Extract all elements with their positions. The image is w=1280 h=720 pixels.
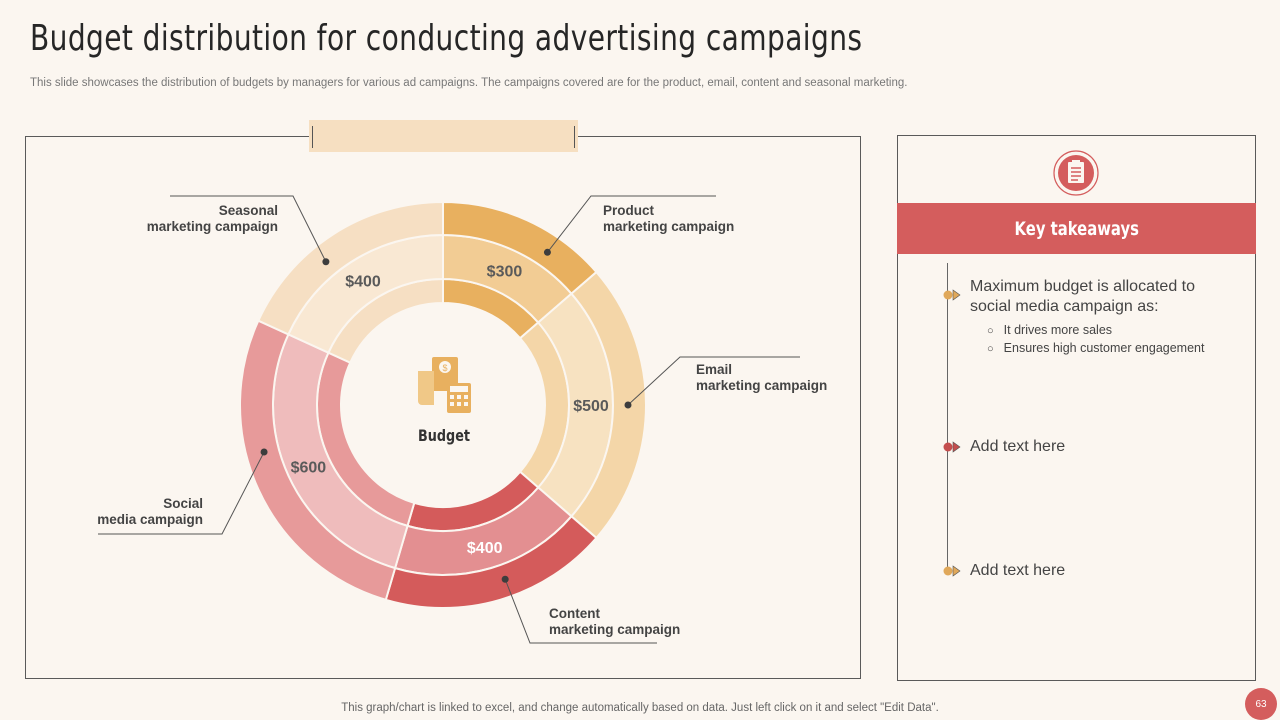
takeaway-bullet-list: It drives more sales Ensures high custom… bbox=[987, 322, 1205, 358]
value-label: $400 bbox=[345, 273, 381, 290]
value-label: $500 bbox=[573, 398, 609, 415]
donut-center-label: Budget bbox=[418, 426, 470, 445]
key-takeaways-header: Key takeaways bbox=[897, 203, 1256, 254]
takeaway-point-3: Add text here bbox=[970, 562, 1066, 579]
takeaway-point-1: Maximum budget is allocated to social me… bbox=[970, 278, 1195, 315]
donut-segment-outer[interactable] bbox=[257, 200, 444, 336]
svg-text:$: $ bbox=[442, 363, 447, 373]
category-label-content: Content marketing campaign bbox=[549, 606, 681, 637]
timeline-dot bbox=[943, 566, 953, 576]
leader-line bbox=[504, 579, 657, 644]
value-label: $600 bbox=[291, 459, 327, 476]
value-label: $400 bbox=[467, 540, 503, 557]
page-number-badge: 63 bbox=[1245, 688, 1277, 720]
budget-calculator-icon: $ bbox=[418, 357, 471, 413]
timeline-arrow bbox=[952, 289, 961, 301]
timeline-dot bbox=[943, 290, 953, 300]
takeaway-bullet: Ensures high customer engagement bbox=[987, 340, 1205, 358]
leader-dot bbox=[501, 575, 509, 583]
takeaway-point-2: Add text here bbox=[970, 438, 1066, 455]
timeline-arrow bbox=[952, 441, 961, 453]
timeline-dot bbox=[943, 442, 953, 452]
timeline-arrow bbox=[952, 565, 961, 577]
category-label-email: Email marketing campaign bbox=[696, 362, 828, 393]
leader-line bbox=[170, 195, 327, 263]
category-label-seasonal: Seasonal marketing campaign bbox=[146, 203, 278, 234]
category-label-product: Product marketing campaign bbox=[603, 203, 735, 234]
leader-dot bbox=[543, 248, 551, 256]
leader-line bbox=[627, 356, 800, 406]
footer-note: This graph/chart is linked to excel, and… bbox=[341, 702, 939, 714]
leader-line bbox=[547, 195, 716, 253]
leader-line bbox=[98, 451, 265, 535]
takeaways-timeline bbox=[947, 263, 948, 573]
leader-dot bbox=[624, 401, 632, 409]
page-title: Budget distribution for conducting adver… bbox=[30, 18, 863, 59]
takeaway-bullet: It drives more sales bbox=[987, 322, 1204, 340]
category-label-social: Social media campaign bbox=[97, 496, 203, 527]
takeaways-panel bbox=[897, 135, 1256, 681]
page-subtitle: This slide showcases the distribution of… bbox=[30, 77, 908, 89]
value-label: $300 bbox=[487, 263, 523, 280]
panel-tab-decoration bbox=[309, 120, 578, 152]
leader-dot bbox=[260, 448, 268, 456]
clipboard-checklist-icon bbox=[1053, 150, 1099, 196]
leader-dot bbox=[322, 258, 330, 266]
